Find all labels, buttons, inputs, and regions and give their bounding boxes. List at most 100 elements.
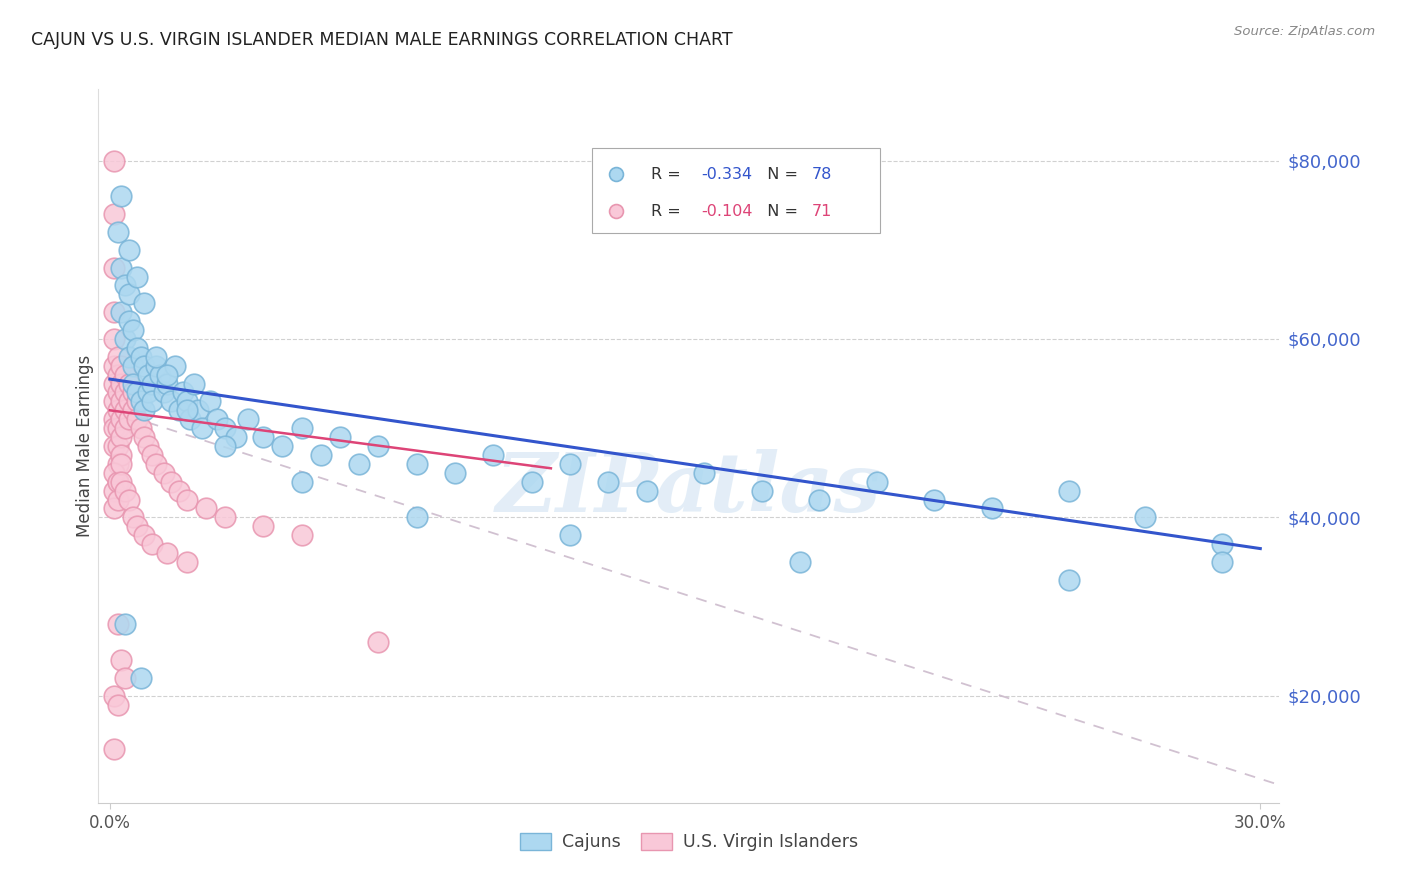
- Point: [114, 403, 136, 417]
- Point: [167, 483, 190, 498]
- Point: [141, 376, 163, 391]
- Point: [1211, 555, 1233, 569]
- Point: [118, 350, 141, 364]
- Point: [118, 492, 141, 507]
- Point: [103, 260, 125, 275]
- Point: [176, 394, 198, 409]
- Point: [110, 653, 132, 667]
- Point: [107, 368, 129, 382]
- Point: [134, 430, 156, 444]
- Text: -0.334: -0.334: [700, 167, 752, 182]
- Point: [405, 457, 427, 471]
- Point: [558, 457, 581, 471]
- Point: [165, 359, 187, 373]
- Point: [271, 439, 294, 453]
- Text: N =: N =: [758, 167, 804, 182]
- Point: [176, 403, 198, 417]
- Point: [179, 412, 201, 426]
- Point: [924, 492, 946, 507]
- Point: [107, 492, 129, 507]
- Point: [103, 332, 125, 346]
- Point: [141, 448, 163, 462]
- Point: [125, 394, 148, 409]
- Point: [122, 403, 145, 417]
- Text: ZIPatlas: ZIPatlas: [496, 449, 882, 529]
- FancyBboxPatch shape: [592, 148, 880, 234]
- Point: [367, 635, 389, 649]
- Point: [194, 501, 217, 516]
- Point: [156, 376, 179, 391]
- Text: CAJUN VS U.S. VIRGIN ISLANDER MEDIAN MALE EARNINGS CORRELATION CHART: CAJUN VS U.S. VIRGIN ISLANDER MEDIAN MAL…: [31, 31, 733, 49]
- Point: [107, 385, 129, 400]
- Point: [252, 430, 274, 444]
- Point: [751, 483, 773, 498]
- Point: [172, 385, 194, 400]
- Point: [125, 385, 148, 400]
- Point: [103, 421, 125, 435]
- Point: [107, 457, 129, 471]
- Point: [114, 617, 136, 632]
- Point: [110, 475, 132, 489]
- Point: [114, 421, 136, 435]
- Point: [309, 448, 332, 462]
- Point: [866, 475, 889, 489]
- Point: [118, 314, 141, 328]
- Point: [110, 448, 132, 462]
- Point: [149, 368, 172, 382]
- Point: [176, 492, 198, 507]
- Point: [122, 323, 145, 337]
- Point: [118, 243, 141, 257]
- Point: [129, 394, 152, 409]
- Point: [103, 394, 125, 409]
- Point: [110, 260, 132, 275]
- Point: [125, 412, 148, 426]
- Point: [114, 385, 136, 400]
- Legend: Cajuns, U.S. Virgin Islanders: Cajuns, U.S. Virgin Islanders: [513, 826, 865, 858]
- Text: -0.104: -0.104: [700, 204, 752, 219]
- Point: [114, 368, 136, 382]
- Point: [598, 475, 620, 489]
- Point: [125, 519, 148, 533]
- Point: [136, 385, 159, 400]
- Text: Source: ZipAtlas.com: Source: ZipAtlas.com: [1234, 25, 1375, 38]
- Point: [110, 359, 132, 373]
- Point: [291, 528, 314, 542]
- Point: [405, 510, 427, 524]
- Point: [107, 475, 129, 489]
- Point: [808, 492, 831, 507]
- Text: 71: 71: [811, 204, 832, 219]
- Point: [107, 403, 129, 417]
- Point: [103, 501, 125, 516]
- Point: [129, 671, 152, 685]
- Point: [367, 439, 389, 453]
- Point: [103, 689, 125, 703]
- Text: R =: R =: [651, 167, 686, 182]
- Point: [187, 403, 209, 417]
- Point: [145, 457, 167, 471]
- Point: [107, 421, 129, 435]
- Text: N =: N =: [758, 204, 804, 219]
- Point: [236, 412, 259, 426]
- Point: [110, 305, 132, 319]
- Point: [125, 269, 148, 284]
- Point: [107, 439, 129, 453]
- Point: [156, 546, 179, 560]
- Point: [291, 421, 314, 435]
- Point: [156, 368, 179, 382]
- Point: [110, 394, 132, 409]
- Point: [110, 457, 132, 471]
- Point: [167, 403, 190, 417]
- Text: 78: 78: [811, 167, 832, 182]
- Point: [134, 528, 156, 542]
- Point: [103, 466, 125, 480]
- Point: [134, 359, 156, 373]
- Point: [152, 466, 174, 480]
- Point: [520, 475, 543, 489]
- Point: [103, 412, 125, 426]
- Point: [198, 394, 221, 409]
- Point: [103, 742, 125, 756]
- Point: [122, 376, 145, 391]
- Point: [558, 528, 581, 542]
- Point: [252, 519, 274, 533]
- Point: [444, 466, 467, 480]
